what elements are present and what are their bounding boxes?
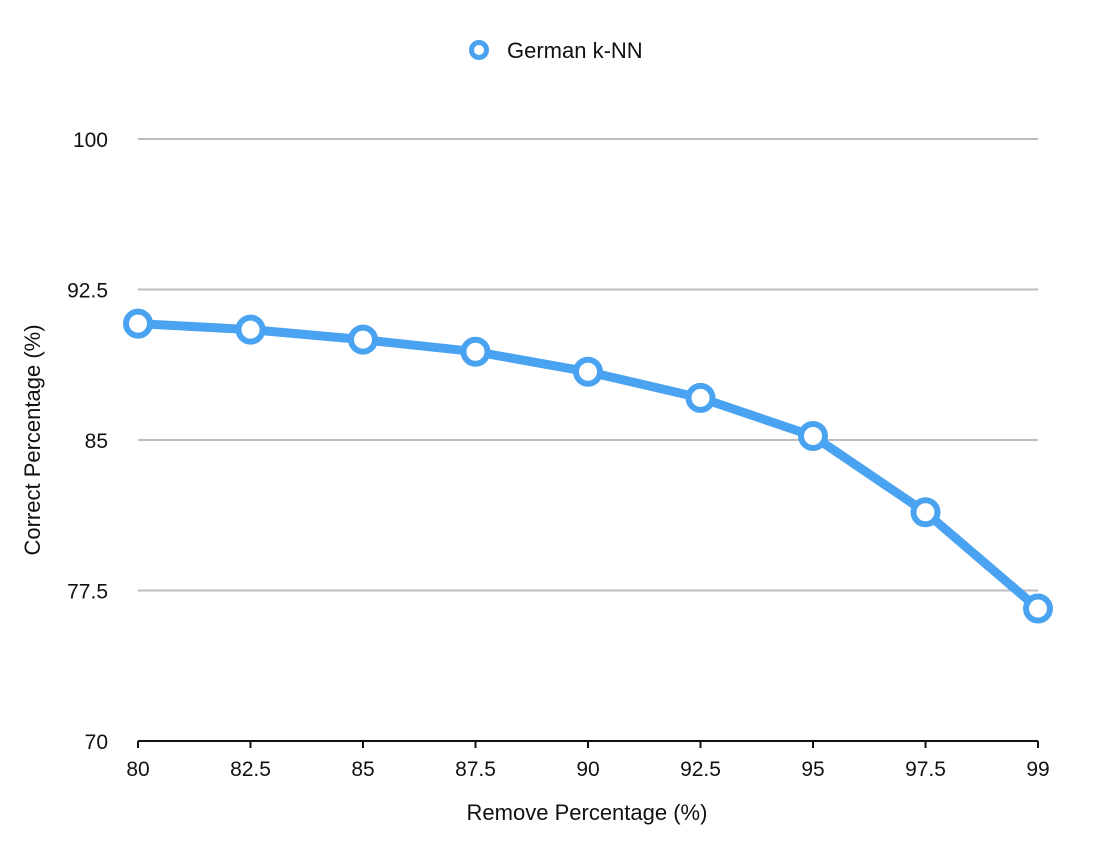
data-point bbox=[123, 308, 153, 339]
x-tick-label: 99 bbox=[1026, 758, 1049, 781]
data-point bbox=[235, 314, 266, 345]
x-tick-label: 90 bbox=[576, 758, 599, 781]
y-tick-label: 85 bbox=[85, 430, 108, 453]
data-point bbox=[348, 324, 378, 355]
grid-layer bbox=[138, 138, 1038, 592]
y-axis-title: Correct Percentage (%) bbox=[20, 324, 45, 555]
y-tick-label: 92.5 bbox=[67, 280, 108, 303]
y-tick-label: 100 bbox=[73, 129, 108, 152]
y-tick-label: 70 bbox=[85, 731, 108, 754]
legend-label: German k-NN bbox=[507, 38, 643, 63]
legend-marker bbox=[469, 40, 489, 60]
x-tick-label: 97.5 bbox=[905, 758, 946, 781]
y-tick-label: 77.5 bbox=[67, 581, 108, 604]
x-tick-label: 82.5 bbox=[230, 758, 271, 781]
data-point bbox=[798, 420, 828, 451]
axis-layer bbox=[137, 740, 1039, 748]
x-axis-title: Remove Percentage (%) bbox=[467, 800, 708, 825]
data-point bbox=[573, 356, 603, 387]
x-tick-label: 80 bbox=[126, 758, 149, 781]
legend: German k-NN bbox=[469, 38, 643, 63]
label-layer: 100 92.5 85 77.5 70 80 82.5 85 87.5 90 92.5 95 97.5 9… bbox=[67, 129, 1050, 781]
data-point bbox=[910, 497, 941, 528]
data-point bbox=[460, 336, 491, 367]
series-layer bbox=[123, 308, 1053, 624]
data-point bbox=[685, 382, 716, 413]
data-point bbox=[1023, 593, 1053, 624]
x-tick-label: 87.5 bbox=[455, 758, 496, 781]
x-tick-label: 85 bbox=[351, 758, 374, 781]
x-tick-label: 95 bbox=[801, 758, 824, 781]
x-tick-label: 92.5 bbox=[680, 758, 721, 781]
